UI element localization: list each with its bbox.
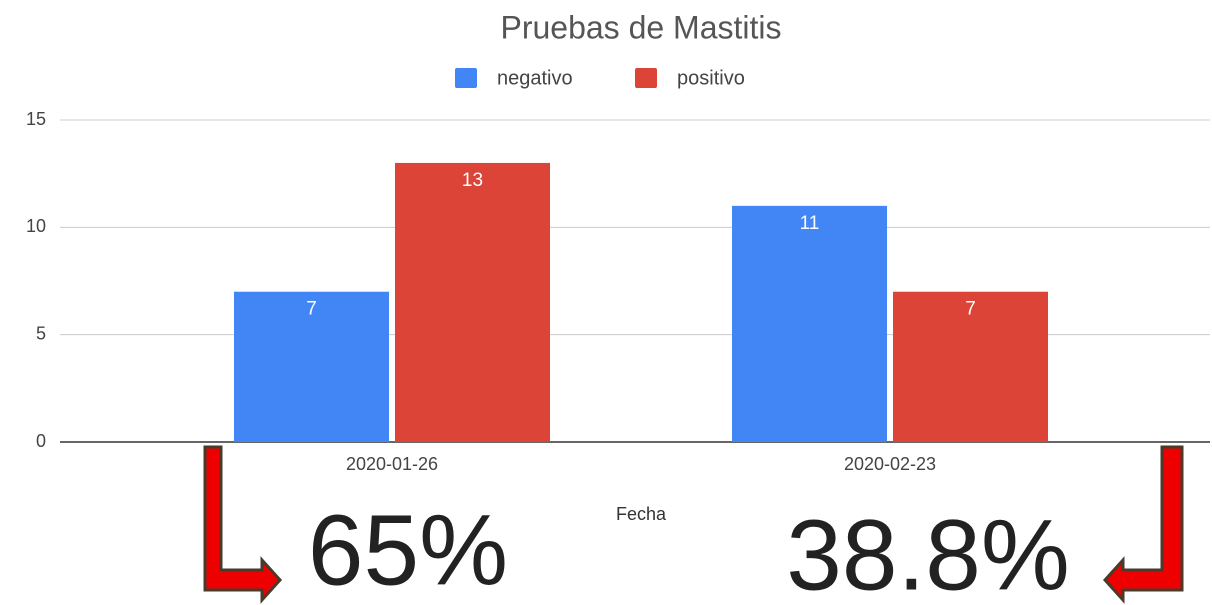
chart-title: Pruebas de Mastitis [500, 9, 781, 45]
data-label: 7 [965, 299, 976, 320]
annotation: 38.8% [786, 499, 1070, 605]
bar [893, 291, 1048, 442]
x-tick-label: 2020-01-26 [346, 454, 438, 474]
arrow [1102, 445, 1184, 604]
data-label: 7 [306, 299, 317, 320]
y-tick-label: 0 [36, 431, 46, 451]
bar [234, 291, 389, 442]
y-tick-label: 10 [26, 216, 46, 236]
x-axis-label: Fecha [616, 504, 667, 524]
x-tick-label: 2020-02-23 [844, 454, 936, 474]
bar [732, 205, 887, 442]
annotation: 65% [308, 494, 508, 605]
legend-label: positivo [677, 67, 745, 89]
legend-swatch [635, 68, 657, 88]
data-label: 11 [800, 213, 820, 234]
data-label: 13 [462, 170, 483, 191]
legend-swatch [455, 68, 477, 88]
legend-label: negativo [497, 67, 573, 89]
bar [395, 162, 550, 442]
arrow [203, 445, 283, 604]
y-tick-label: 15 [26, 109, 46, 129]
y-tick-label: 5 [36, 323, 46, 343]
